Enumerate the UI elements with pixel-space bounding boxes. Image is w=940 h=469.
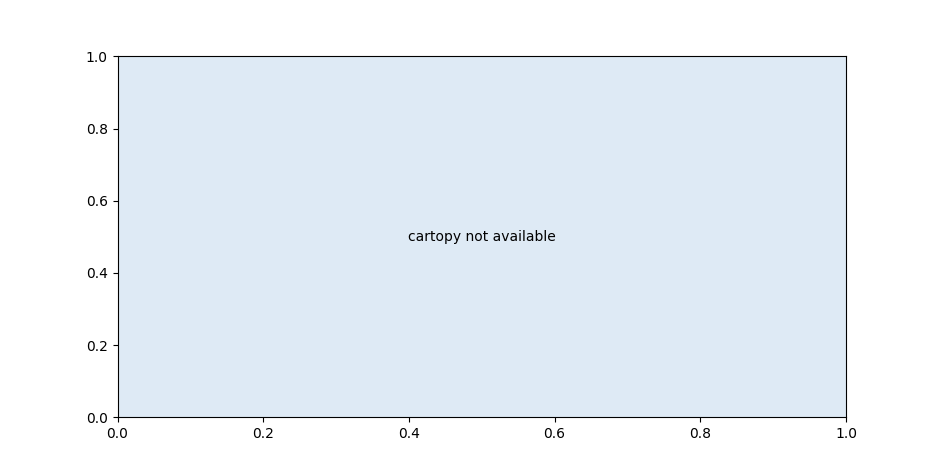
Text: cartopy not available: cartopy not available bbox=[408, 230, 556, 244]
